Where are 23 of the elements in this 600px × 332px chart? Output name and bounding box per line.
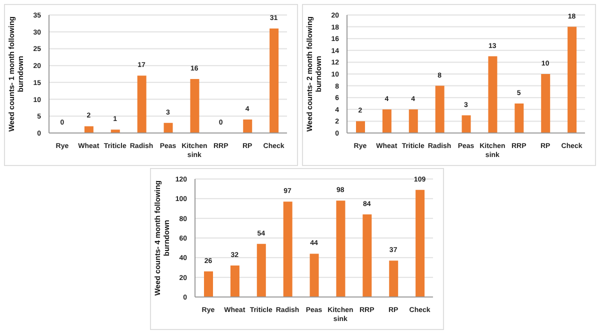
bar [137, 76, 146, 133]
bar [310, 254, 319, 297]
bar [256, 244, 266, 297]
bar [190, 79, 200, 133]
bar [204, 271, 213, 297]
bar [230, 266, 240, 297]
bar [389, 260, 398, 297]
bar [568, 26, 577, 133]
bar [435, 86, 444, 133]
bar [541, 74, 550, 133]
bar [283, 202, 292, 297]
bar [416, 190, 425, 297]
bar [362, 214, 372, 297]
bar [356, 121, 365, 133]
bar [164, 122, 173, 133]
bar [408, 109, 418, 133]
bar [243, 120, 252, 133]
bar [336, 200, 346, 297]
bar [488, 56, 498, 133]
bar [514, 104, 524, 133]
bar [270, 28, 279, 133]
bar [382, 109, 392, 133]
bar [462, 115, 471, 133]
